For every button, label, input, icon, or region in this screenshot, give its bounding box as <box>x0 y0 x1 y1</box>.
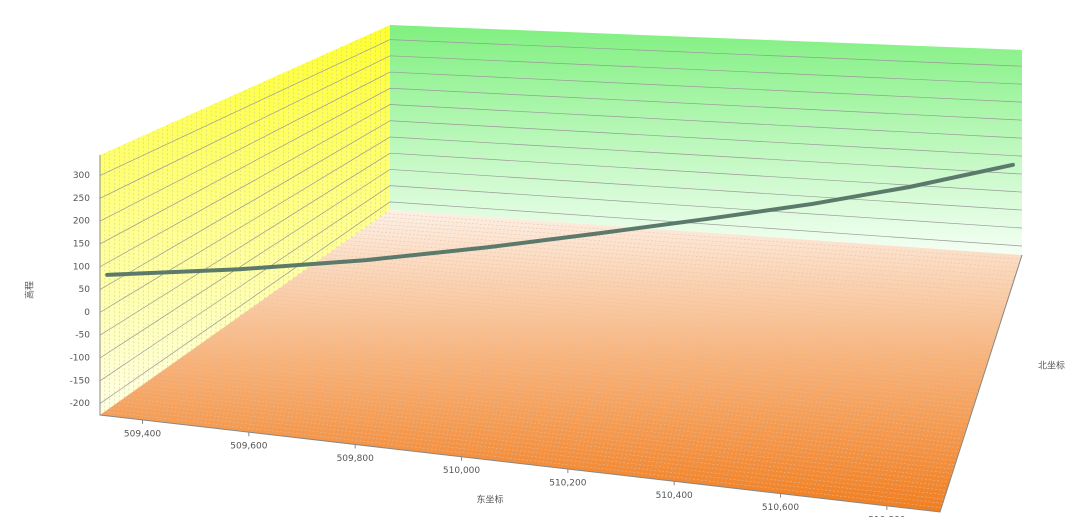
floor-grid <box>269 295 988 363</box>
x-tick-label: 510,600 <box>762 503 799 513</box>
y-tick-label: -50 <box>75 331 90 341</box>
x-axis-title: 东坐标 <box>476 494 503 506</box>
floor-grid <box>157 373 957 461</box>
floor-grid <box>133 390 950 483</box>
x-tick-label: 509,600 <box>230 442 267 452</box>
floor-grid <box>278 288 991 354</box>
floor-grid <box>114 404 945 500</box>
floor-grid <box>312 264 1001 324</box>
y-tick-label: 50 <box>79 285 91 295</box>
floor-grid <box>380 216 1020 264</box>
y-tick-label: 300 <box>73 171 90 181</box>
grid-line <box>99 71 1023 222</box>
floor-grid <box>283 284 992 350</box>
grid-line <box>99 104 1023 268</box>
axis-edge <box>99 155 1023 513</box>
z-axis-title: 北坐标 <box>1038 360 1065 372</box>
floor <box>100 210 1022 512</box>
x-tick-label: 509,400 <box>124 429 161 439</box>
floor-grid <box>148 380 954 470</box>
floor-grid <box>191 349 966 431</box>
y-tick-label: -200 <box>70 399 91 409</box>
grid-line <box>99 120 1023 290</box>
x-tick-label: 510,200 <box>549 479 586 489</box>
grid-line <box>99 87 1023 245</box>
floor-grid <box>244 312 982 384</box>
floor-grid <box>375 220 1018 269</box>
floor-grid <box>259 302 986 371</box>
back-wall <box>390 25 1022 255</box>
floor-grid <box>365 226 1016 277</box>
grid-line <box>99 152 1023 336</box>
grid-line <box>99 136 1023 313</box>
floor-grid <box>317 261 1002 320</box>
floor-grid <box>124 397 947 491</box>
floor-grid <box>182 356 964 440</box>
floor-grid <box>235 319 979 393</box>
floor-grid <box>167 366 960 453</box>
x-tick-label: 510,000 <box>443 466 480 476</box>
y-tick-label: 0 <box>84 308 90 318</box>
floor-grid <box>211 336 972 414</box>
grid-line <box>99 185 1023 382</box>
floor-grid <box>360 230 1014 281</box>
grid-line <box>99 55 1023 199</box>
floor-grid <box>172 363 961 448</box>
data-line <box>105 162 1015 277</box>
floor-grid <box>119 401 946 496</box>
floor-grid <box>264 298 987 367</box>
floor-grid <box>230 322 977 397</box>
floor-grid <box>138 387 951 478</box>
y-tick-label: -100 <box>70 353 91 363</box>
floor-grid <box>177 360 962 444</box>
floor-grid <box>327 254 1005 311</box>
y-axis-title: 高程 <box>24 281 36 299</box>
floor-grid <box>293 278 995 341</box>
grid-line <box>99 169 1023 359</box>
floor-grid <box>341 243 1009 299</box>
floor-grid <box>302 271 998 333</box>
y-tick-label: 200 <box>73 217 90 227</box>
y-tick-label: 100 <box>73 262 90 272</box>
floor-grid <box>298 274 997 337</box>
y-tick-label: -150 <box>70 376 91 386</box>
floor-grid <box>288 281 994 346</box>
floor-grid <box>201 343 969 423</box>
x-tick-label: 510,800 <box>868 515 905 517</box>
floor-grid <box>153 377 956 466</box>
grid-line <box>99 39 1023 176</box>
x-tick-label: 509,800 <box>337 454 374 464</box>
y-tick-label: 150 <box>73 239 90 249</box>
floor-grid <box>336 247 1007 303</box>
floor-grid <box>162 370 958 457</box>
floor-grid <box>196 346 968 427</box>
floor-grid <box>249 308 983 380</box>
floor-grid <box>356 233 1013 286</box>
floor-grid <box>225 325 976 401</box>
floor-grid <box>215 332 973 410</box>
floor-grid <box>322 257 1003 316</box>
floor-grid <box>307 267 999 329</box>
x-tick-label: 510,400 <box>656 491 693 501</box>
grid-line <box>99 201 1023 404</box>
floor-grid <box>331 250 1006 307</box>
floor-grid <box>128 394 949 487</box>
floor-grid <box>104 411 942 508</box>
y-tick-label: 250 <box>73 194 90 204</box>
floor-grid <box>346 240 1010 294</box>
